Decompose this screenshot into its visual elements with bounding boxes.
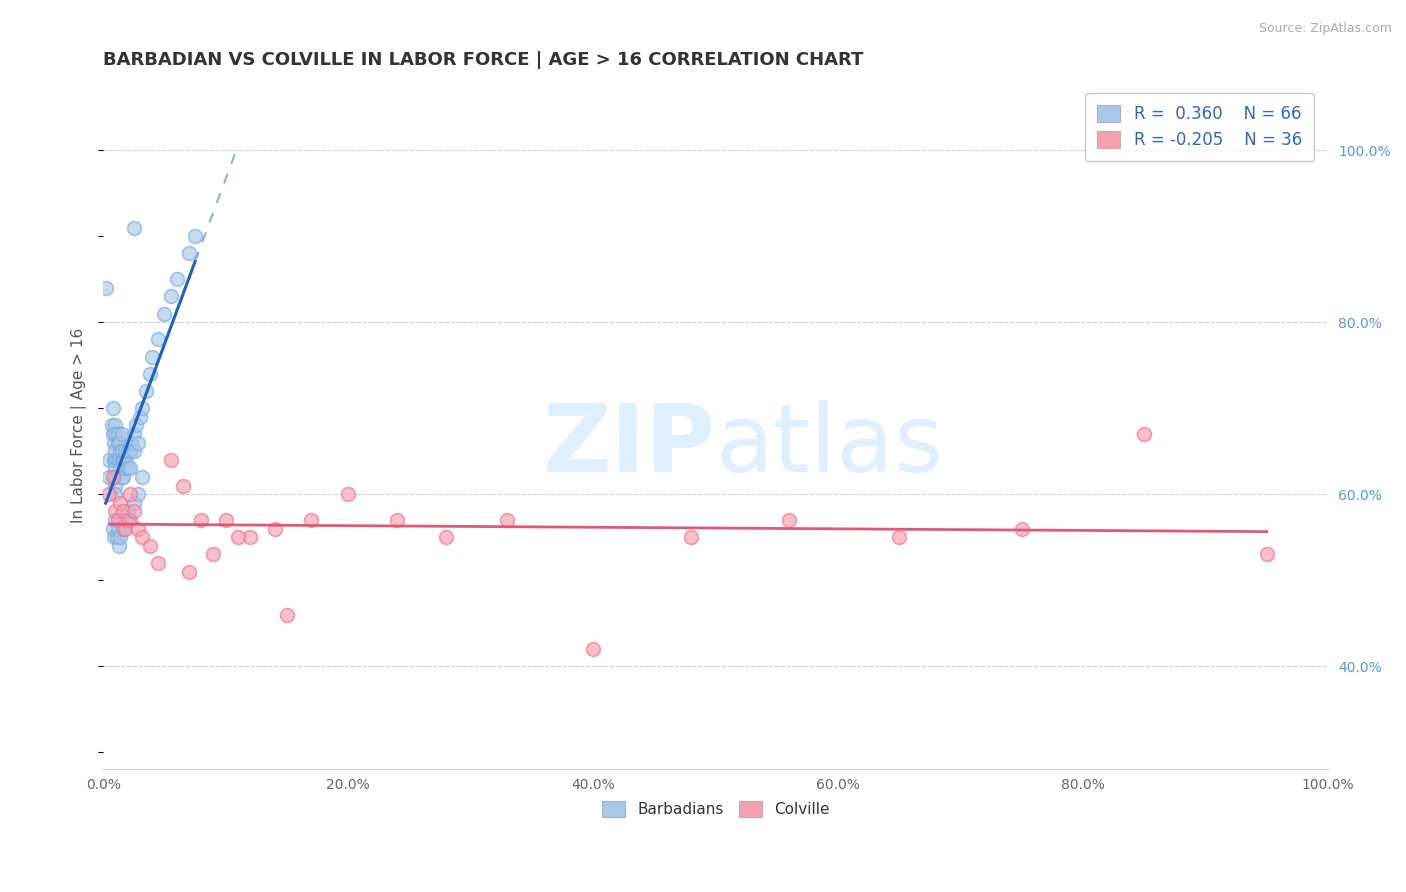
Text: atlas: atlas [716, 400, 943, 492]
Legend: Barbadians, Colville: Barbadians, Colville [596, 796, 835, 823]
Text: Source: ZipAtlas.com: Source: ZipAtlas.com [1258, 22, 1392, 36]
Text: ZIP: ZIP [543, 400, 716, 492]
Y-axis label: In Labor Force | Age > 16: In Labor Force | Age > 16 [72, 327, 87, 523]
Text: BARBADIAN VS COLVILLE IN LABOR FORCE | AGE > 16 CORRELATION CHART: BARBADIAN VS COLVILLE IN LABOR FORCE | A… [103, 51, 863, 69]
